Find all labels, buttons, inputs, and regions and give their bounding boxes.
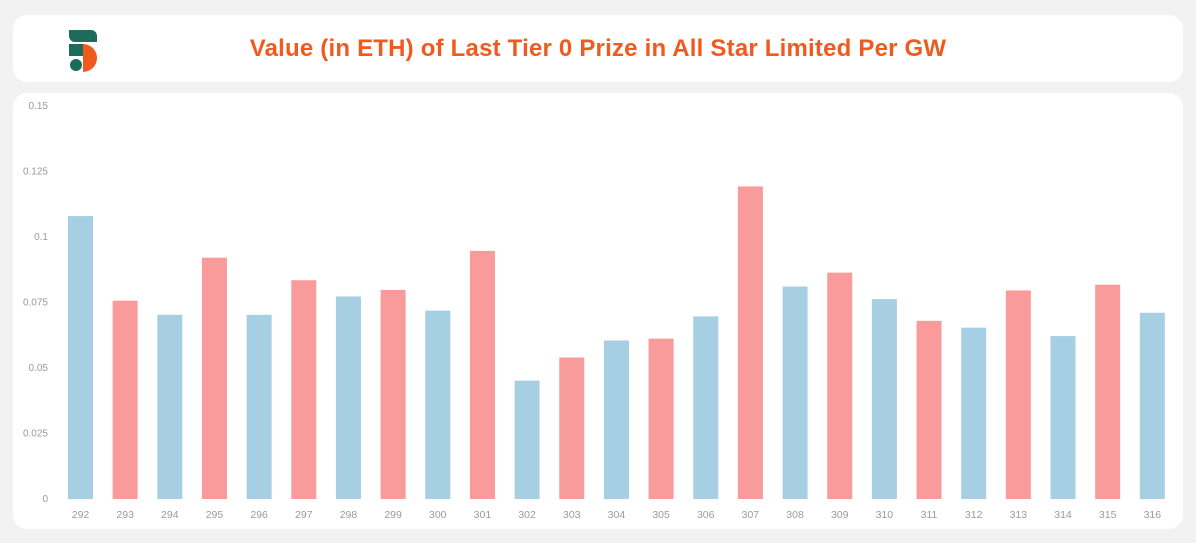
bar-gw-316 — [1139, 312, 1165, 499]
bar-gw-304 — [603, 340, 629, 499]
x-tick-label: 314 — [1054, 509, 1072, 521]
y-tick-label: 0 — [42, 494, 48, 505]
x-tick-label: 305 — [652, 509, 670, 521]
bar-gw-311 — [916, 320, 942, 499]
bar-gw-293 — [112, 300, 138, 499]
bar-gw-294 — [157, 314, 183, 499]
sorare-s-logo-icon — [69, 30, 97, 72]
x-tick-label: 308 — [786, 509, 804, 521]
bar-gw-313 — [1005, 290, 1031, 499]
x-tick-label: 315 — [1099, 509, 1117, 521]
bar-gw-298 — [335, 296, 361, 499]
x-tick-label: 307 — [742, 509, 760, 521]
bar-gw-302 — [514, 380, 540, 499]
x-tick-label: 304 — [608, 509, 626, 521]
x-tick-label: 310 — [876, 509, 894, 521]
bar-gw-299 — [380, 289, 406, 499]
x-tick-label: 301 — [474, 509, 492, 521]
bar-gw-292 — [68, 216, 93, 499]
x-tick-label: 309 — [831, 509, 849, 521]
x-tick-label: 312 — [965, 509, 983, 521]
bar-gw-312 — [961, 327, 987, 499]
bar-gw-314 — [1050, 336, 1076, 499]
chart-title: Value (in ETH) of Last Tier 0 Prize in A… — [249, 35, 947, 62]
y-tick-label: 0.075 — [23, 298, 48, 309]
bar-gw-308 — [782, 286, 808, 499]
bar-gw-310 — [871, 299, 897, 499]
x-tick-label: 306 — [697, 509, 715, 521]
bar-gw-307 — [737, 186, 763, 499]
x-tick-label: 296 — [250, 509, 268, 521]
bar-gw-300 — [425, 310, 451, 499]
bar-gw-306 — [693, 316, 719, 499]
x-tick-label: 303 — [563, 509, 581, 521]
x-tick-label: 300 — [429, 509, 447, 521]
x-tick-label: 297 — [295, 509, 313, 521]
bar-chart: 0 0.025 0.05 0.075 0.1 0.125 0.15 292 293 294 295 2… — [23, 101, 1165, 521]
title-card: Value (in ETH) of Last Tier 0 Prize in A… — [13, 15, 1183, 82]
y-tick-label: 0.125 — [23, 167, 48, 178]
bar-gw-305 — [648, 338, 674, 499]
bar-gw-297 — [291, 280, 317, 499]
x-tick-label: 313 — [1010, 509, 1028, 521]
y-tick-label: 0.1 — [34, 232, 48, 243]
bar-gw-301 — [469, 250, 495, 499]
x-tick-label: 302 — [518, 509, 536, 521]
x-tick-label: 295 — [206, 509, 224, 521]
x-tick-label: 299 — [384, 509, 402, 521]
y-tick-label: 0.15 — [29, 101, 49, 112]
x-tick-label: 298 — [340, 509, 358, 521]
x-tick-label: 292 — [72, 509, 90, 521]
bar-gw-295 — [201, 257, 227, 499]
bar-gw-309 — [827, 272, 853, 499]
x-tick-label: 311 — [921, 509, 938, 521]
x-tick-label: 293 — [116, 509, 134, 521]
x-tick-label: 316 — [1144, 509, 1162, 521]
bar-gw-315 — [1095, 284, 1121, 499]
chart-card: 0 0.025 0.05 0.075 0.1 0.125 0.15 292 293 294 295 2… — [13, 93, 1183, 529]
y-tick-label: 0.05 — [29, 363, 49, 374]
bar-gw-303 — [559, 357, 585, 499]
y-tick-label: 0.025 — [23, 429, 48, 440]
x-tick-label: 294 — [161, 509, 179, 521]
bar-gw-296 — [246, 314, 272, 499]
